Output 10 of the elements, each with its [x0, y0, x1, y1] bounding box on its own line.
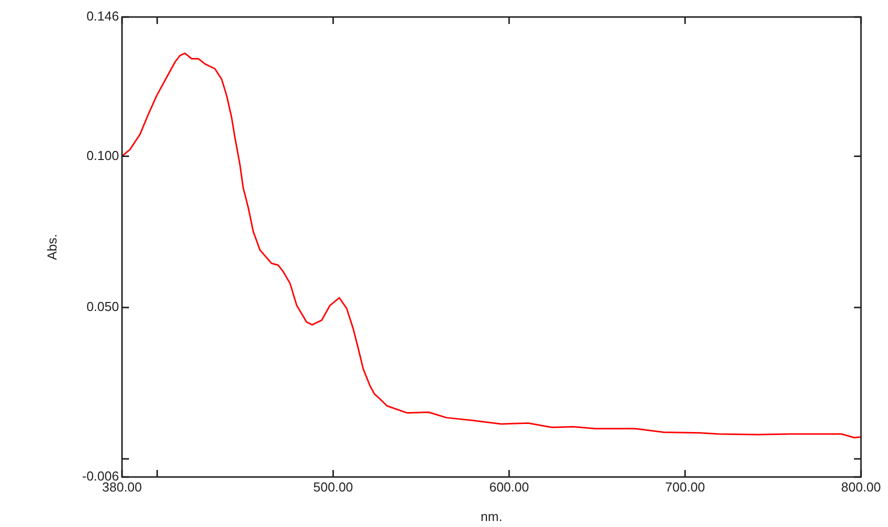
- x-tick-label: 800.00: [841, 479, 881, 494]
- y-tick-label: 0.050: [86, 299, 119, 314]
- x-tick-label: 700.00: [665, 479, 705, 494]
- y-axis-title: Abs.: [44, 234, 60, 260]
- x-tick-label: 500.00: [313, 479, 354, 494]
- x-tick-label: 380.00: [102, 479, 142, 494]
- y-tick-label: 0.146: [86, 8, 119, 24]
- x-axis-title: nm.: [480, 508, 502, 524]
- x-tick-label: 600.00: [489, 479, 529, 494]
- y-tick-label: 0.100: [86, 148, 119, 163]
